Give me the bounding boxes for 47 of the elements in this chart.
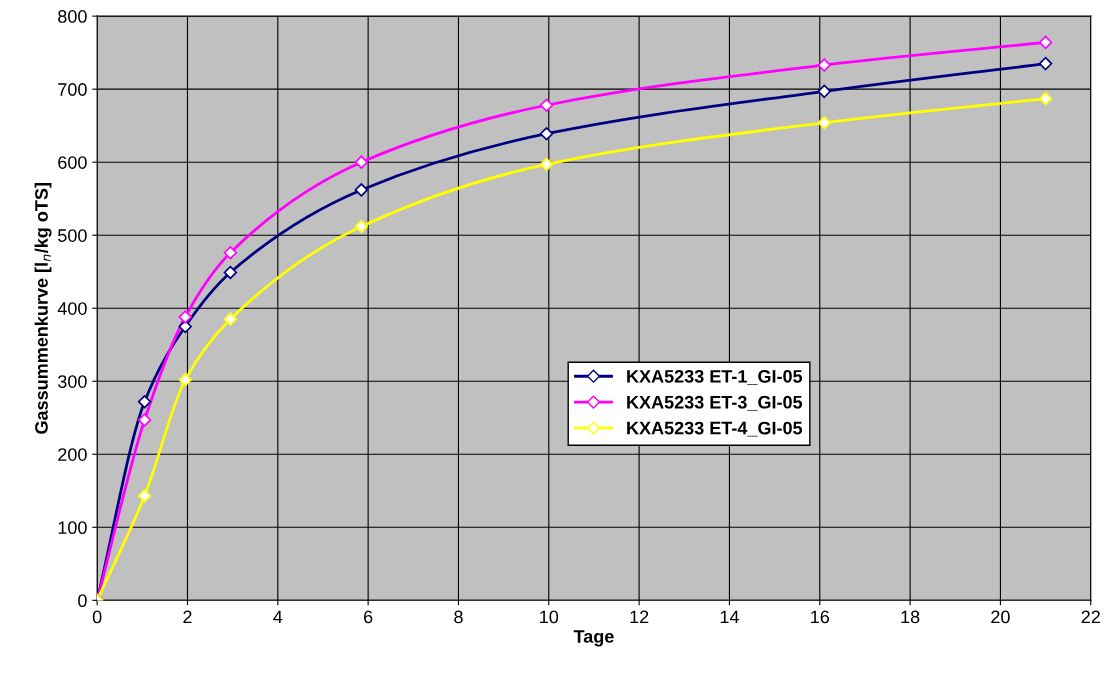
x-tick-label: 8	[454, 610, 463, 624]
x-tick-label: 20	[991, 610, 1010, 624]
y-axis-title: Gassummenkurve [l$_{n}$/kg oTS]	[34, 183, 52, 434]
point	[223, 265, 238, 280]
point	[817, 84, 832, 99]
y-tick-label: 400	[57, 302, 87, 315]
point	[539, 126, 554, 141]
point	[354, 219, 369, 234]
point	[1038, 91, 1053, 106]
legend-label: KXA5233 ET-3_GI-05	[627, 395, 803, 411]
legend-label: KXA5233 ET-1_GI-05	[627, 369, 803, 385]
point	[539, 157, 554, 172]
x-tick-label: 18	[901, 610, 920, 624]
point	[1038, 56, 1053, 71]
point	[178, 310, 192, 324]
point	[137, 394, 152, 409]
point	[354, 183, 369, 197]
legend-label: KXA5233 ET-4_GI-05	[627, 421, 803, 437]
y-tick-label: 300	[58, 375, 87, 388]
point	[223, 312, 238, 326]
point	[817, 116, 832, 130]
x-tick-label: 2	[183, 610, 192, 624]
point	[137, 413, 152, 427]
y-tick-label: 800	[58, 10, 87, 23]
x-tick-label: 16	[811, 610, 830, 624]
point	[1038, 35, 1053, 50]
point	[354, 155, 369, 169]
y-tick-label: 600	[58, 156, 87, 169]
x-tick-label: 12	[630, 610, 649, 624]
y-tick-label: 200	[58, 448, 87, 461]
point	[539, 98, 554, 112]
x-tick-label: 4	[273, 610, 283, 624]
point	[178, 373, 192, 387]
x-tick-label: 0	[92, 610, 102, 624]
point	[223, 246, 238, 260]
point	[137, 489, 152, 503]
x-tick-label: 22	[1081, 610, 1100, 624]
x-tick-label: 14	[720, 610, 739, 624]
x-tick-label: 6	[364, 610, 373, 624]
point	[178, 319, 192, 334]
x-tick-label: 10	[540, 610, 559, 624]
y-tick-label: 700	[58, 83, 87, 96]
y-tick-label: 100	[58, 521, 87, 535]
y-tick-label: 500	[58, 229, 87, 242]
y-tick-label: 0	[78, 594, 87, 608]
point	[817, 58, 832, 72]
x-axis-title: Tage	[573, 630, 614, 647]
